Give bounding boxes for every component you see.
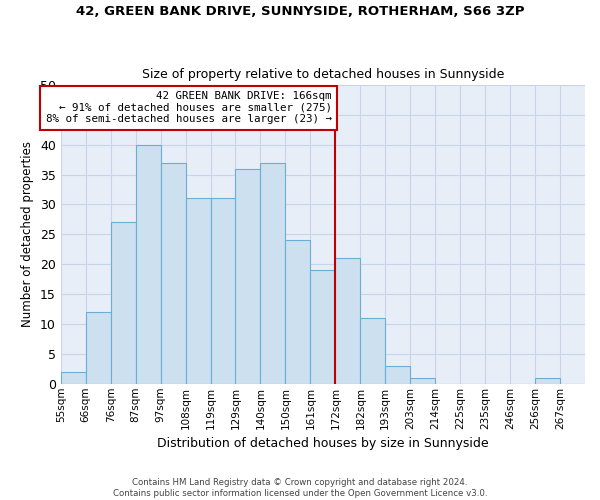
Bar bbox=[185, 198, 211, 384]
Bar bbox=[136, 144, 161, 384]
Text: 42 GREEN BANK DRIVE: 166sqm
← 91% of detached houses are smaller (275)
8% of sem: 42 GREEN BANK DRIVE: 166sqm ← 91% of det… bbox=[46, 91, 332, 124]
Bar bbox=[286, 240, 310, 384]
Bar bbox=[361, 318, 385, 384]
Bar bbox=[86, 312, 110, 384]
Text: Contains HM Land Registry data © Crown copyright and database right 2024.
Contai: Contains HM Land Registry data © Crown c… bbox=[113, 478, 487, 498]
Bar bbox=[535, 378, 560, 384]
Bar bbox=[410, 378, 435, 384]
Bar bbox=[385, 366, 410, 384]
Y-axis label: Number of detached properties: Number of detached properties bbox=[22, 142, 34, 328]
Bar bbox=[161, 162, 185, 384]
Bar bbox=[235, 168, 260, 384]
Bar bbox=[260, 162, 286, 384]
Title: Size of property relative to detached houses in Sunnyside: Size of property relative to detached ho… bbox=[142, 68, 504, 81]
X-axis label: Distribution of detached houses by size in Sunnyside: Distribution of detached houses by size … bbox=[157, 437, 488, 450]
Bar bbox=[110, 222, 136, 384]
Bar bbox=[310, 270, 335, 384]
Bar bbox=[335, 258, 361, 384]
Bar bbox=[61, 372, 86, 384]
Bar bbox=[211, 198, 235, 384]
Text: 42, GREEN BANK DRIVE, SUNNYSIDE, ROTHERHAM, S66 3ZP: 42, GREEN BANK DRIVE, SUNNYSIDE, ROTHERH… bbox=[76, 5, 524, 18]
